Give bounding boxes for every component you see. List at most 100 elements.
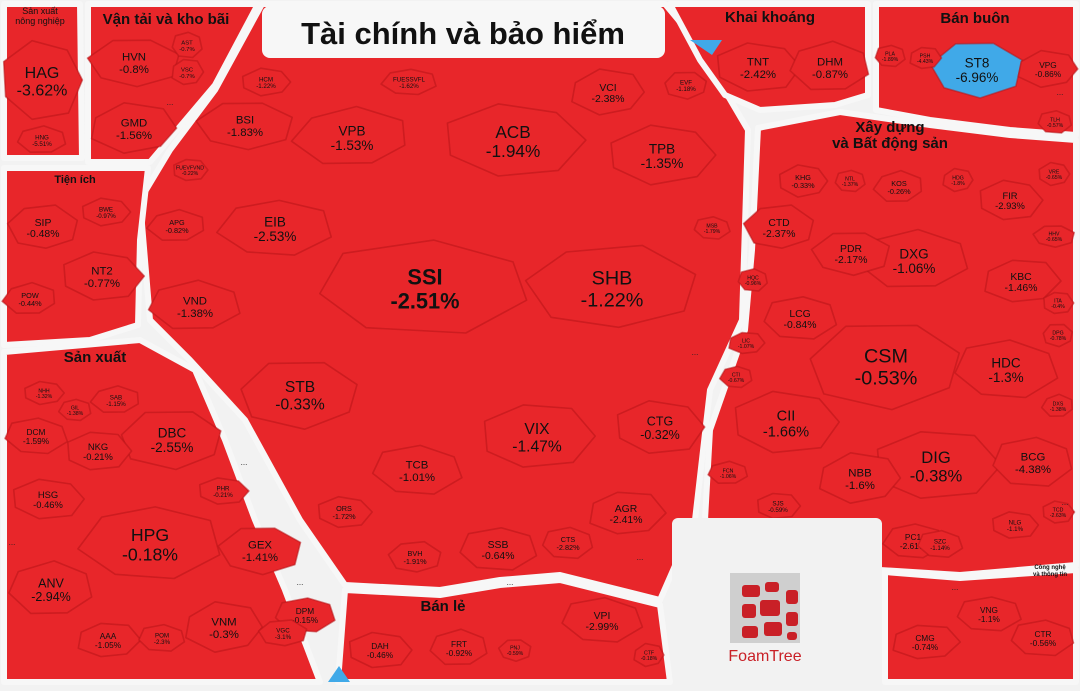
cell-apg[interactable]	[146, 208, 205, 241]
cell-ast[interactable]	[171, 31, 203, 59]
cell-aaa[interactable]	[77, 622, 142, 658]
cell-kbc-change: -1.46%	[1005, 283, 1038, 294]
cell-csm[interactable]	[809, 324, 961, 411]
cell-gex[interactable]	[217, 527, 302, 576]
cell-ors[interactable]	[317, 495, 374, 529]
cell-nbb[interactable]	[818, 451, 902, 505]
cell-pdr[interactable]	[810, 232, 891, 277]
cell-dxs[interactable]	[1040, 393, 1073, 418]
cell-pnj[interactable]	[497, 639, 532, 663]
cell-vpg[interactable]	[1017, 49, 1079, 89]
cell-dah[interactable]	[348, 631, 413, 669]
cell-vnm[interactable]	[185, 600, 264, 654]
cell-ctr[interactable]	[1010, 619, 1075, 657]
cell-nt2[interactable]	[63, 251, 146, 301]
cell-kbc[interactable]	[984, 259, 1062, 303]
cell-fuessvfl[interactable]	[380, 68, 437, 96]
cell-hhv[interactable]	[1032, 225, 1075, 248]
cell-fcn[interactable]	[707, 460, 749, 485]
cell-tcd[interactable]	[1042, 500, 1076, 524]
cell-ctd[interactable]	[742, 204, 815, 249]
cell-dpg[interactable]	[1042, 323, 1073, 348]
cell-vpi[interactable]	[561, 596, 644, 643]
cell-phr[interactable]	[198, 477, 250, 505]
cell-ctg[interactable]	[616, 399, 706, 455]
cell-tcb[interactable]	[371, 444, 463, 495]
cell-nlg[interactable]	[991, 511, 1040, 539]
cell-hvn[interactable]	[86, 39, 180, 88]
cell-fir[interactable]	[979, 179, 1044, 221]
cell-sab[interactable]	[89, 385, 140, 414]
cell-hng[interactable]	[16, 125, 67, 153]
cell-shb[interactable]	[524, 244, 697, 329]
cell-agr[interactable]	[589, 491, 667, 535]
cell-pla[interactable]	[874, 44, 906, 68]
cell-nkg[interactable]	[67, 431, 133, 471]
cell-eib[interactable]	[216, 199, 333, 256]
cell-tpb[interactable]	[610, 124, 717, 186]
cell-szc[interactable]	[916, 529, 964, 559]
cell-ita[interactable]	[1043, 291, 1075, 315]
cell-hdc-change: -1.3%	[988, 370, 1023, 385]
cell-vnd[interactable]	[147, 279, 241, 330]
cell-bvh[interactable]	[387, 540, 442, 573]
cell-vre[interactable]	[1038, 161, 1071, 187]
group-label-cons-line2: và Bất động sản	[832, 135, 948, 152]
cell-tlh[interactable]	[1037, 110, 1073, 134]
cell-msb[interactable]	[693, 216, 731, 240]
cell-vpb[interactable]	[290, 105, 406, 165]
cell-dcm[interactable]	[4, 417, 69, 455]
cell-kos[interactable]	[872, 169, 923, 202]
cell-cii[interactable]	[734, 390, 841, 454]
cell-stb[interactable]	[240, 361, 358, 431]
cell-dhm[interactable]	[789, 40, 870, 91]
cell-hdc[interactable]	[954, 339, 1059, 399]
cell-hpg[interactable]	[77, 506, 221, 580]
cell-bcg[interactable]	[992, 436, 1073, 487]
cell-dbc[interactable]	[120, 411, 222, 471]
logo-mark-cell	[764, 622, 782, 636]
cell-vci[interactable]	[571, 68, 646, 116]
cell-sip[interactable]	[6, 204, 79, 249]
cell-frt[interactable]	[429, 628, 488, 666]
cell-hqc[interactable]	[737, 267, 769, 292]
cell-tpb-change: -1.35%	[641, 156, 684, 171]
cell-dxs-ticker: DXS	[1053, 401, 1064, 407]
cell-evf[interactable]	[664, 71, 708, 100]
cell-bsi[interactable]	[195, 102, 294, 151]
cell-khg[interactable]	[778, 164, 829, 198]
cell-vix[interactable]	[483, 404, 597, 468]
cell-anv[interactable]	[8, 560, 93, 615]
cell-gmd[interactable]	[90, 102, 178, 154]
cell-acb[interactable]	[446, 103, 587, 177]
cell-msb-ticker: MSB	[706, 223, 718, 229]
cell-vng[interactable]	[956, 596, 1022, 632]
cell-ssi[interactable]	[318, 239, 528, 334]
cell-ctf[interactable]	[633, 642, 665, 668]
cell-bwe[interactable]	[81, 197, 132, 227]
cell-vsc[interactable]	[171, 58, 205, 86]
cell-hcm[interactable]	[241, 67, 292, 97]
cell-hsg[interactable]	[12, 478, 85, 520]
cell-nhh[interactable]	[24, 380, 65, 406]
cell-fuevfvnd[interactable]	[173, 158, 209, 182]
cell-hdg[interactable]	[942, 167, 974, 193]
cell-lcg[interactable]	[763, 295, 838, 340]
cell-cti[interactable]	[718, 365, 753, 389]
cell-cii-change: -1.66%	[763, 424, 809, 440]
cell-vgc[interactable]	[257, 619, 308, 647]
cell-hhv-change: -0.65%	[1046, 237, 1063, 243]
cell-lic[interactable]	[728, 331, 766, 355]
cell-cmg[interactable]	[892, 624, 962, 660]
cell-gil[interactable]	[57, 398, 92, 422]
cell-st8[interactable]	[929, 42, 1023, 99]
cell-ssb[interactable]	[459, 526, 538, 571]
cell-sjs[interactable]	[756, 492, 802, 520]
cell-hag[interactable]	[2, 39, 84, 121]
cell-pow[interactable]	[1, 281, 56, 315]
cell-tnt[interactable]	[716, 42, 802, 92]
cell-cts[interactable]	[541, 526, 594, 560]
cell-psh[interactable]	[909, 46, 943, 70]
cell-pom[interactable]	[138, 623, 186, 652]
cell-ntl[interactable]	[834, 169, 866, 193]
